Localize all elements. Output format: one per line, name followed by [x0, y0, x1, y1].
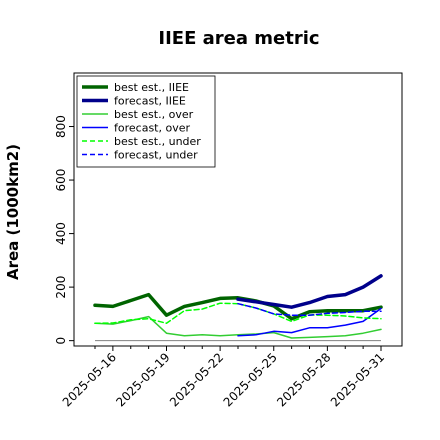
x-tick-label-2025-05-28: 2025-05-28 [274, 350, 333, 409]
x-tick-label-2025-05-31: 2025-05-31 [328, 350, 387, 409]
legend-label-1: forecast, IIEE [114, 95, 186, 108]
legend-label-5: forecast, under [114, 149, 198, 162]
series-line-4 [94, 302, 382, 325]
series-line-3 [237, 307, 382, 337]
series-line-5 [237, 302, 382, 316]
x-tick-label-2025-05-16: 2025-05-16 [60, 350, 119, 409]
legend-label-4: best est., under [114, 135, 201, 148]
legend-box [76, 75, 216, 168]
x-tick-label-2025-05-19: 2025-05-19 [113, 350, 172, 409]
x-tick-label-2025-05-22: 2025-05-22 [167, 350, 226, 409]
series-layer [93, 274, 383, 339]
chart-title: IIEE area metric [158, 28, 319, 49]
series-line-2 [94, 315, 382, 339]
legend-label-2: best est., over [114, 108, 194, 121]
y-tick-label-400: 400 [54, 222, 68, 245]
y-axis-label: Area (1000km2) [4, 144, 22, 280]
y-tick-label-800: 800 [54, 115, 68, 138]
y-tick-label-0: 0 [54, 337, 68, 345]
series-line-1 [236, 274, 383, 309]
x-axis: 2025-05-162025-05-192025-05-222025-05-25… [60, 346, 387, 409]
x-tick-label-2025-05-25: 2025-05-25 [221, 350, 280, 409]
legend-label-3: forecast, over [114, 122, 190, 135]
y-tick-label-200: 200 [54, 276, 68, 299]
legend-label-0: best est., IIEE [114, 81, 189, 94]
y-tick-label-600: 600 [54, 169, 68, 192]
y-axis: 0 200 400 600 800 [54, 115, 74, 344]
